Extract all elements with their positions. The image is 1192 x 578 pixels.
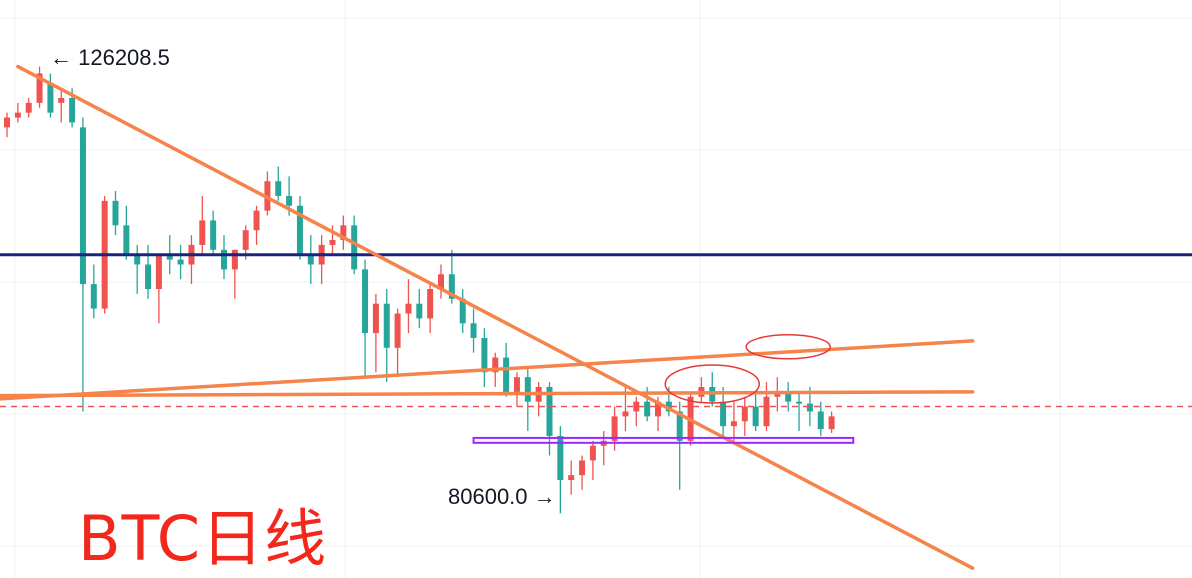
candle-body	[4, 117, 10, 128]
trendline	[0, 339, 975, 401]
candle-body	[286, 195, 293, 206]
candle-body	[351, 225, 358, 270]
candle-body	[774, 393, 781, 397]
candle-body	[427, 289, 434, 319]
candle-body	[763, 396, 770, 427]
candle-body	[296, 205, 303, 255]
candle-body	[362, 269, 369, 334]
candle-body	[470, 323, 477, 338]
highlight-ellipse	[664, 364, 760, 404]
candle-body	[47, 83, 54, 113]
candles	[4, 66, 835, 514]
candle-body	[568, 475, 575, 481]
candle-body	[90, 284, 97, 309]
candle-body	[741, 406, 748, 422]
candle-body	[199, 220, 206, 245]
candle-body	[210, 220, 217, 250]
candle-body	[69, 97, 76, 123]
candle-body	[58, 97, 65, 103]
candle-body	[134, 254, 141, 265]
candle-body	[655, 401, 661, 417]
candle-body	[112, 200, 119, 226]
candle-body	[611, 416, 618, 441]
candle-body	[14, 112, 21, 118]
candle-body	[589, 445, 596, 461]
low-price-label: 80600.0 →	[448, 484, 556, 509]
high-price-label: ← 126208.5	[50, 45, 170, 70]
candle-body	[253, 210, 260, 231]
candle-body	[785, 393, 792, 402]
candle-body	[221, 249, 227, 270]
candle-body	[155, 254, 162, 289]
candle-body	[340, 225, 347, 241]
candle-body	[166, 254, 173, 260]
candle-body	[275, 181, 282, 196]
candle-body	[177, 259, 184, 265]
candle-body	[546, 386, 553, 436]
candle-body	[503, 357, 510, 392]
candle-body	[557, 435, 564, 481]
candle-body	[730, 421, 737, 427]
candle-body	[123, 225, 130, 255]
candle-body	[644, 401, 651, 417]
chart-title: BTC日线	[78, 502, 328, 575]
candle-body	[329, 240, 336, 245]
candle-body	[416, 303, 423, 319]
candle-body	[36, 73, 43, 103]
candle-body	[481, 337, 488, 373]
candle-body	[676, 411, 683, 441]
candle-body	[665, 401, 672, 412]
range-box	[472, 436, 855, 444]
candle-body	[633, 401, 640, 412]
candle-body	[383, 303, 390, 348]
candle-body	[242, 230, 249, 250]
candle-body	[806, 403, 813, 412]
candle-body	[79, 127, 86, 285]
candle-body	[145, 264, 152, 289]
candle-body	[448, 274, 455, 299]
candle-body	[579, 460, 586, 476]
trendline	[16, 64, 975, 570]
drawing-overlays	[0, 64, 1192, 570]
candle-body	[752, 406, 759, 427]
candle-body	[405, 303, 412, 314]
candle-body	[394, 313, 401, 348]
candle-body	[459, 298, 466, 324]
candle-body	[720, 401, 727, 427]
candle-body	[231, 249, 238, 270]
candle-body	[438, 274, 444, 289]
candle-body	[817, 411, 824, 430]
candle-body	[372, 303, 379, 334]
candle-body	[492, 357, 499, 373]
highlight-ellipse	[745, 334, 831, 360]
candle-body	[828, 416, 835, 430]
candle-body	[524, 377, 531, 402]
trendline	[0, 390, 975, 398]
candle-body	[307, 254, 314, 265]
candle-body	[622, 411, 629, 417]
candle-body	[25, 102, 32, 113]
candle-body	[513, 377, 520, 392]
candle-body	[796, 401, 803, 404]
